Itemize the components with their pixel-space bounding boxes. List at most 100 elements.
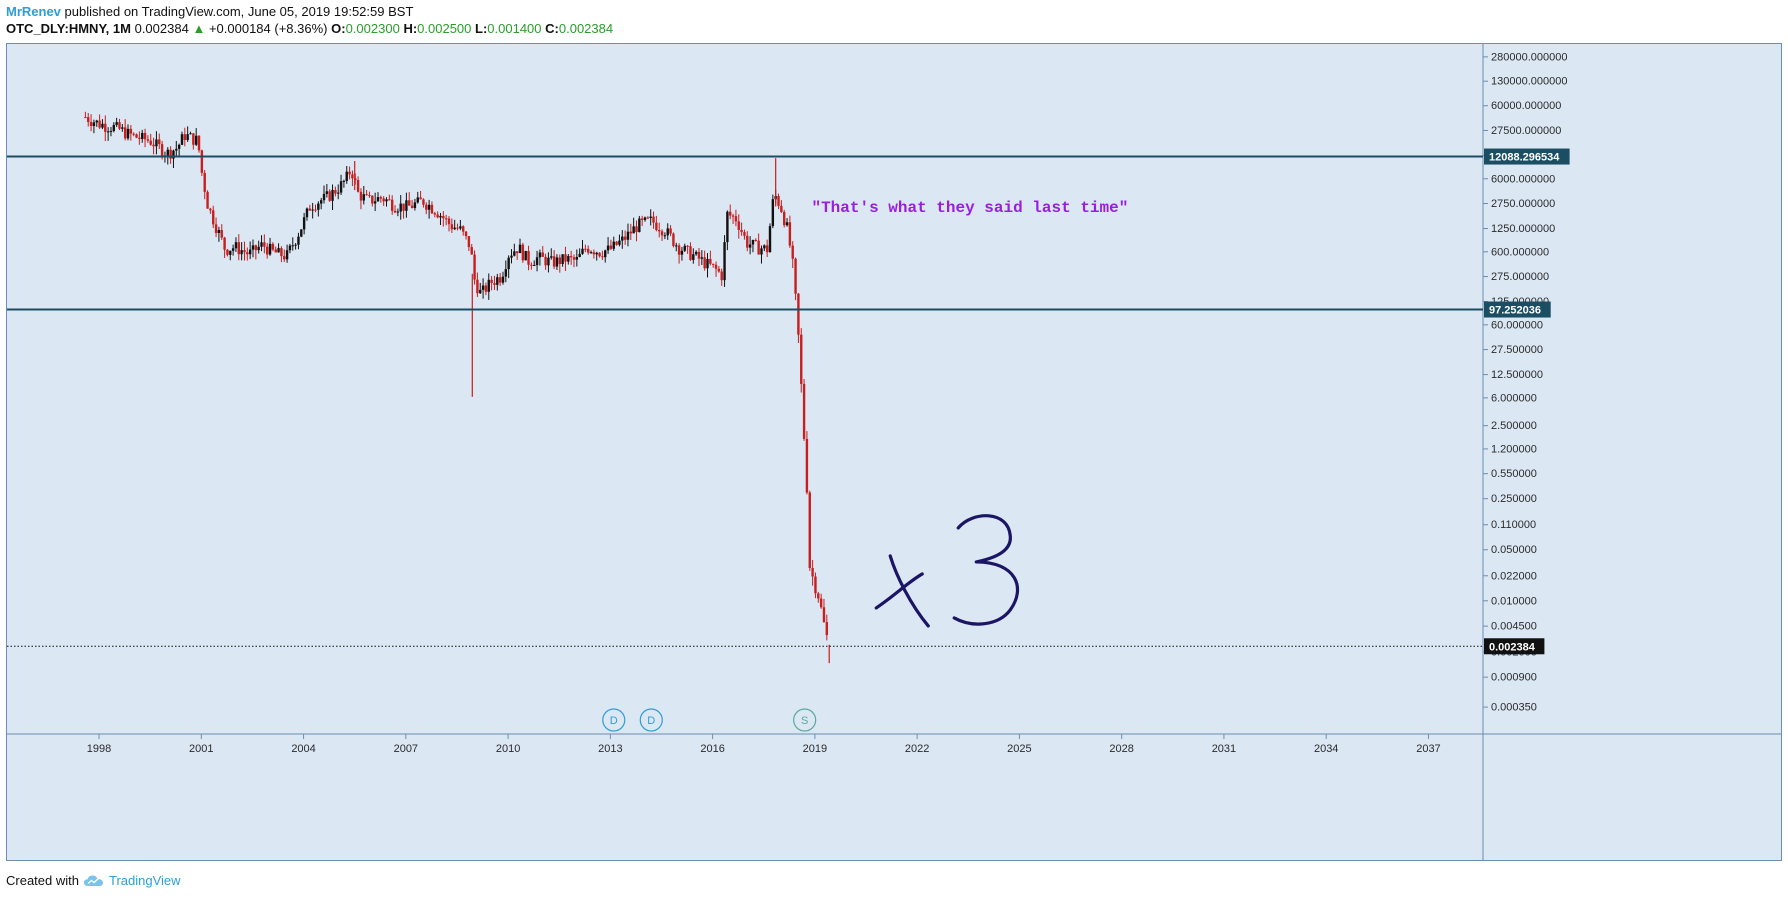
high-label: H:: [403, 21, 418, 36]
split-marker: [793, 708, 817, 732]
price-tick-label: 600.000000: [1491, 246, 1549, 258]
candle-body: [356, 180, 360, 192]
candle-body: [694, 251, 698, 255]
candle-body: [510, 255, 513, 258]
candle-body: [459, 226, 462, 229]
candle-body: [527, 251, 530, 265]
price-tick-label: 2.500000: [1491, 420, 1537, 432]
candle-body: [283, 256, 286, 260]
candle-body: [734, 216, 738, 222]
candle-body: [371, 195, 374, 204]
candle-body: [709, 258, 712, 264]
candle-body: [561, 254, 564, 265]
author-link[interactable]: MrRenev: [6, 4, 61, 19]
candle-body: [447, 218, 451, 225]
time-tick-label: 2007: [394, 743, 418, 755]
price-tick-label: 0.010000: [1491, 595, 1537, 607]
candle-body: [737, 221, 740, 230]
price-chart[interactable]: 280000.000000 130000.000000 60000.000000 27…: [7, 44, 1781, 860]
level-price-label: 97.252036: [1489, 305, 1541, 317]
candle-body: [473, 254, 476, 280]
candle-body: [274, 249, 277, 253]
candle-body: [146, 139, 150, 141]
candle-body: [626, 231, 630, 240]
candle-body: [771, 199, 775, 227]
candle-body: [177, 144, 181, 149]
price-tick-label: 0.050000: [1491, 544, 1537, 556]
candle-body: [143, 132, 147, 140]
candle-body: [422, 199, 425, 205]
level-price-badge: [1484, 301, 1551, 318]
candle-body: [601, 256, 604, 258]
candle-body: [442, 215, 445, 219]
candle-body: [149, 140, 152, 145]
candle-body: [305, 208, 309, 218]
candle-body: [518, 244, 522, 254]
candle-body: [243, 250, 246, 253]
candle-body: [822, 607, 826, 623]
candle-body: [123, 127, 127, 139]
dividend-marker: [602, 708, 626, 732]
event-marker-label: D: [610, 715, 618, 727]
candle-body: [800, 334, 803, 384]
candle-body: [180, 134, 184, 145]
candle-body: [302, 217, 306, 230]
price-tick-label: 27500.000000: [1491, 125, 1561, 137]
chart-frame[interactable]: 280000.000000 130000.000000 60000.000000 27…: [6, 43, 1782, 861]
candle-body: [726, 211, 729, 243]
candle-body: [291, 245, 294, 247]
time-tick-label: 2004: [291, 743, 315, 755]
price-tick-label: 0.000900: [1491, 672, 1537, 684]
candle-body: [621, 236, 624, 241]
price-tick-label: 280000.000000: [1491, 51, 1567, 63]
candle-body: [618, 240, 621, 245]
last-price: 0.002384: [134, 21, 189, 36]
candle-body: [720, 271, 723, 281]
candle-body: [297, 236, 300, 245]
candle-body: [89, 122, 93, 127]
candle-body: [743, 232, 746, 236]
candle-body: [606, 245, 610, 251]
candle-body: [257, 246, 260, 251]
candle-body: [390, 199, 394, 211]
candle-body: [325, 191, 329, 194]
price-tick-label: 0.550000: [1491, 468, 1537, 480]
candle-body: [271, 243, 275, 250]
time-tick-label: 2034: [1314, 743, 1338, 755]
candle-body: [339, 181, 343, 193]
candle-body: [362, 194, 365, 201]
candle-body: [493, 283, 496, 285]
candle-body: [496, 277, 499, 285]
candle-body: [470, 247, 473, 255]
candle-body: [547, 257, 550, 266]
candle-body: [689, 246, 692, 260]
candle-body: [246, 252, 249, 255]
candle-body: [521, 244, 525, 261]
candle-body: [464, 231, 468, 237]
tradingview-brand[interactable]: TradingView: [108, 873, 181, 888]
candle-body: [300, 229, 303, 237]
candle-body: [783, 211, 786, 226]
candle-body: [115, 122, 118, 125]
candle-body: [322, 193, 326, 201]
candle-body: [714, 264, 718, 269]
candle-body: [507, 257, 510, 270]
high-value: 0.002500: [417, 21, 472, 36]
candle-body: [413, 202, 417, 208]
candle-body: [331, 189, 334, 201]
candle-body: [649, 216, 652, 218]
candle-body: [405, 200, 408, 211]
candle-body: [729, 211, 732, 216]
low-value: 0.001400: [487, 21, 542, 36]
candle-body: [754, 239, 757, 241]
candle-body: [515, 251, 519, 254]
candle-body: [669, 228, 672, 234]
candle-body: [805, 438, 809, 493]
candle-body: [209, 208, 212, 211]
candle-body: [410, 205, 414, 208]
text-annotation: "That's what they said last time": [811, 199, 1128, 217]
time-tick-label: 2019: [803, 743, 827, 755]
candle-body: [203, 172, 206, 192]
candle-body: [456, 227, 459, 229]
symbol-name[interactable]: OTC_DLY:HMNY, 1M: [6, 21, 131, 36]
